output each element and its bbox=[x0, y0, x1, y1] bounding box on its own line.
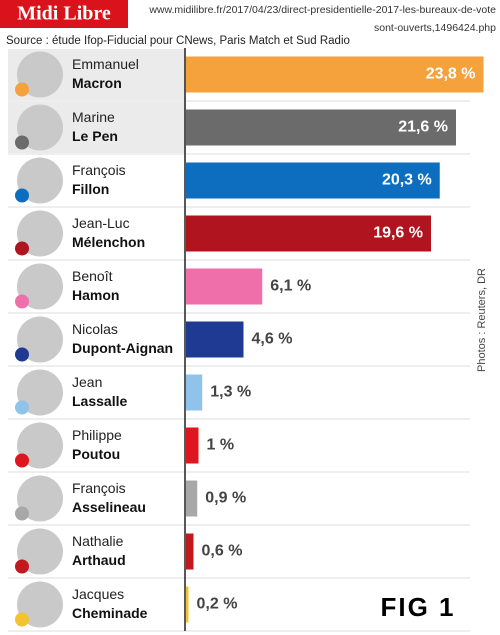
candidate-photo bbox=[17, 422, 63, 469]
party-icon bbox=[15, 612, 29, 627]
candidate-photo bbox=[17, 369, 63, 416]
first-name: François bbox=[72, 480, 126, 496]
first-name: Nathalie bbox=[72, 533, 124, 549]
value-label: 19,6 % bbox=[373, 225, 423, 242]
category-label: Cheminade bbox=[72, 605, 148, 621]
brand: Midi Libre bbox=[17, 3, 111, 25]
value-label: 4,6 % bbox=[252, 331, 293, 348]
candidate-photo bbox=[17, 210, 63, 257]
bar bbox=[186, 374, 203, 411]
first-name: Philippe bbox=[72, 427, 122, 443]
party-icon bbox=[15, 294, 29, 309]
credit: Photos : Reuters, DR bbox=[476, 268, 488, 372]
value-label: 20,3 % bbox=[382, 172, 432, 189]
party-icon bbox=[15, 188, 29, 203]
party-icon bbox=[15, 400, 29, 415]
first-name: Jacques bbox=[72, 586, 124, 602]
first-name: Jean-Luc bbox=[72, 215, 130, 231]
candidate-photo bbox=[17, 528, 63, 575]
first-name: Benoît bbox=[72, 268, 113, 284]
candidate-photo bbox=[17, 104, 63, 151]
category-label: Arthaud bbox=[72, 552, 126, 568]
bar bbox=[186, 56, 484, 93]
category-label: Le Pen bbox=[72, 128, 118, 144]
category-label: Hamon bbox=[72, 287, 119, 303]
url: www.midilibre.fr/2017/04/23/direct-presi… bbox=[148, 4, 496, 16]
bar bbox=[186, 586, 189, 623]
value-label: 0,6 % bbox=[202, 543, 243, 560]
category-label: Asselineau bbox=[72, 499, 146, 515]
candidate-photo bbox=[17, 157, 63, 204]
first-name: Emmanuel bbox=[72, 56, 139, 72]
candidate-photo bbox=[17, 51, 63, 98]
bar bbox=[186, 321, 244, 358]
category-label: Fillon bbox=[72, 181, 109, 197]
category-label: Mélenchon bbox=[72, 234, 145, 250]
candidate-photo bbox=[17, 316, 63, 363]
candidate-photo bbox=[17, 263, 63, 310]
first-name: François bbox=[72, 162, 126, 178]
value-label: 0,9 % bbox=[205, 490, 246, 507]
bar bbox=[186, 215, 431, 252]
party-icon bbox=[15, 559, 29, 574]
subtitle: Source : étude Ifop-Fiducial pour CNews,… bbox=[6, 35, 350, 47]
bar bbox=[186, 109, 456, 146]
bar bbox=[186, 480, 198, 517]
value-label: 23,8 % bbox=[426, 66, 476, 83]
value-label: 1,3 % bbox=[210, 384, 251, 401]
url: sont-ouverts,1496424.php bbox=[374, 22, 496, 34]
category-label: Lassalle bbox=[72, 393, 127, 409]
candidate-photo bbox=[17, 581, 63, 628]
value-label: 21,6 % bbox=[398, 119, 448, 136]
first-name: Marine bbox=[72, 109, 115, 125]
category-label: Macron bbox=[72, 75, 122, 91]
bar bbox=[186, 533, 194, 570]
party-icon bbox=[15, 506, 29, 521]
value-label: 1 % bbox=[207, 437, 235, 454]
bar bbox=[186, 268, 263, 305]
value-label: 0,2 % bbox=[197, 596, 238, 613]
party-icon bbox=[15, 241, 29, 256]
figure-label: FIG 1 bbox=[380, 592, 455, 622]
first-name: Nicolas bbox=[72, 321, 118, 337]
brand-box bbox=[0, 0, 128, 28]
party-icon bbox=[15, 347, 29, 362]
category-label: Poutou bbox=[72, 446, 120, 462]
party-icon bbox=[15, 135, 29, 150]
bar bbox=[186, 427, 199, 464]
value-label: 6,1 % bbox=[270, 278, 311, 295]
candidate-photo bbox=[17, 475, 63, 522]
category-label: Dupont-Aignan bbox=[72, 340, 173, 356]
bar bbox=[186, 162, 440, 199]
party-icon bbox=[15, 453, 29, 468]
party-icon bbox=[15, 82, 29, 97]
first-name: Jean bbox=[72, 374, 102, 390]
